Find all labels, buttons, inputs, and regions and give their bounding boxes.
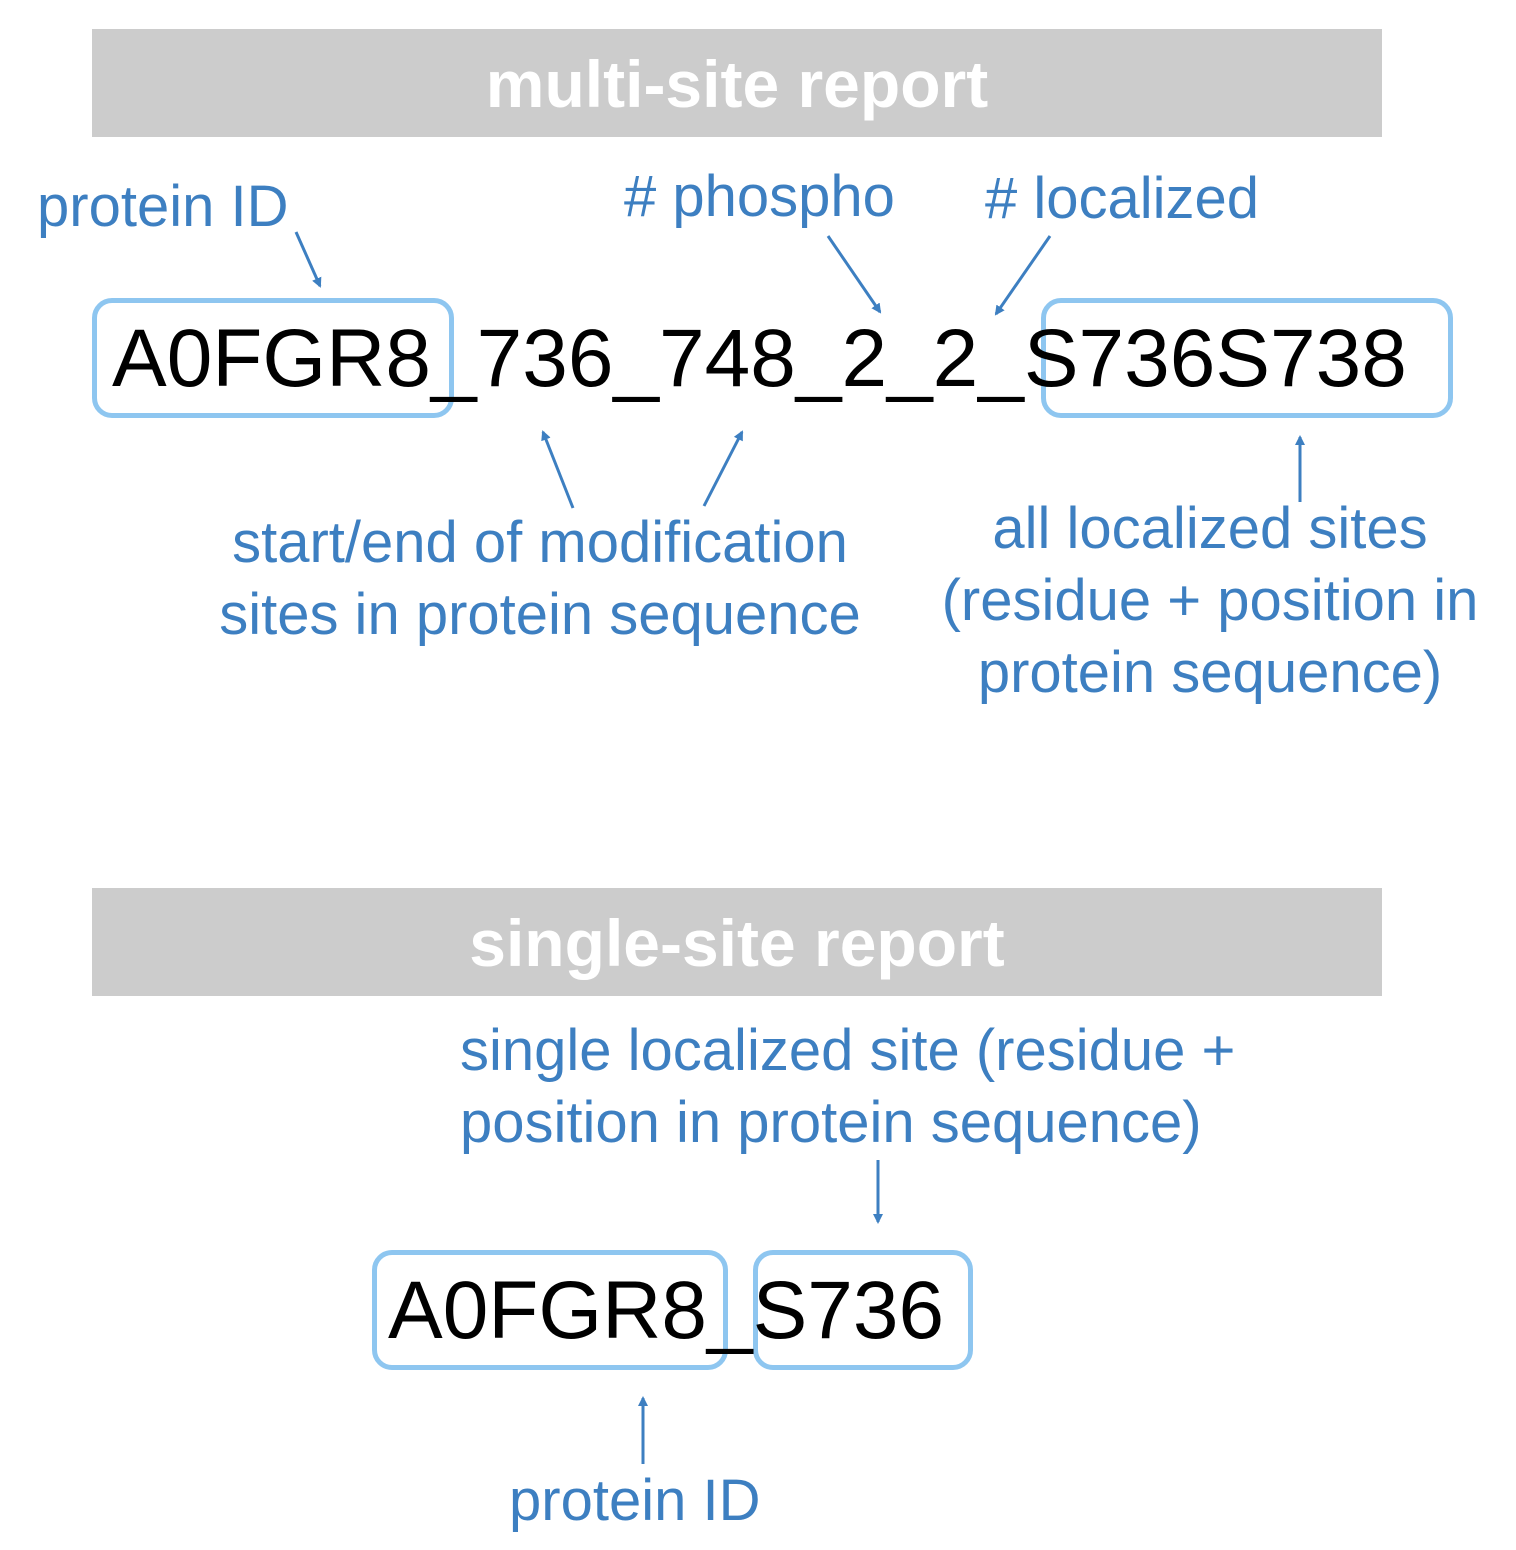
protein-id-box-multi — [92, 298, 454, 418]
single-site-sequence: A0FGR8_S736 — [388, 1270, 944, 1352]
start-end-line1: start/end of modification — [232, 510, 848, 575]
single-seq-site: S736 — [752, 1265, 945, 1356]
arrow-localized — [994, 235, 1052, 316]
protein-id-label-bottom: protein ID — [509, 1468, 761, 1533]
all-sites-line2: (residue + position in — [941, 568, 1479, 633]
start-end-line2: sites in protein sequence — [219, 582, 861, 647]
phospho-count-label: # phospho — [624, 164, 895, 229]
single-site-title: single-site report — [469, 906, 1005, 980]
single-seq-separator: _ — [707, 1265, 753, 1356]
seq-protein-id: A0FGR8 — [112, 313, 431, 404]
single-site-label: single localized site (residue + positio… — [460, 1015, 1235, 1159]
arrow-start — [541, 430, 575, 509]
arrow-protein-id-top — [294, 231, 322, 288]
multi-site-title: multi-site report — [485, 47, 989, 121]
all-sites-line1: all localized sites — [992, 496, 1428, 561]
single-site-banner: single-site report — [92, 888, 1382, 996]
seq-middle: _736_748_2_2_ — [431, 313, 1024, 404]
start-end-label: start/end of modification sites in prote… — [200, 507, 880, 651]
single-site-line2: position in protein sequence) — [460, 1090, 1202, 1155]
seq-sites: S736S738 — [1023, 313, 1407, 404]
site-box-single — [753, 1250, 973, 1370]
arrow-phospho — [826, 235, 882, 314]
localized-count-label: # localized — [985, 166, 1260, 231]
all-sites-label: all localized sites (residue + position … — [920, 493, 1500, 709]
single-site-line1: single localized site (residue + — [460, 1018, 1236, 1083]
single-seq-protein-id: A0FGR8 — [388, 1265, 707, 1356]
protein-id-box-single — [372, 1250, 728, 1370]
multi-site-sequence: A0FGR8_736_748_2_2_S736S738 — [112, 318, 1407, 400]
sites-box-multi — [1041, 298, 1453, 418]
protein-id-label-top: protein ID — [37, 174, 289, 239]
multi-site-banner: multi-site report — [92, 29, 1382, 137]
all-sites-line3: protein sequence) — [977, 640, 1443, 705]
arrow-end — [702, 430, 744, 507]
